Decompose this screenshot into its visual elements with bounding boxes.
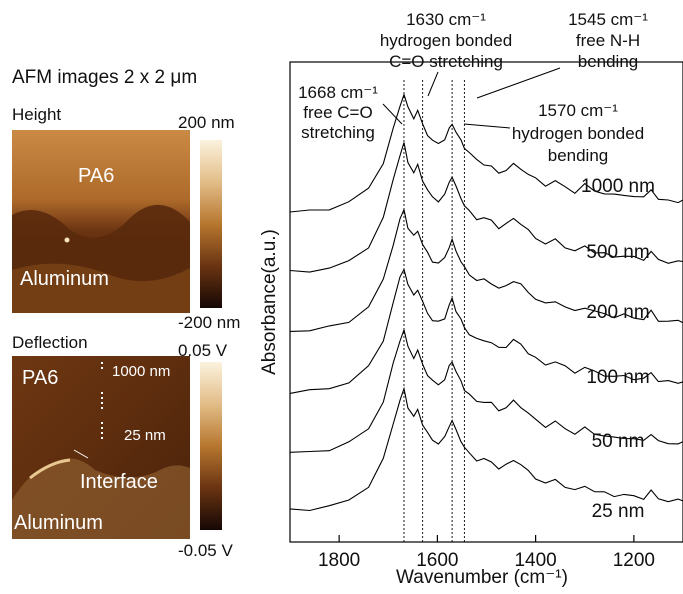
spectrum-line-3 — [289, 207, 683, 332]
deflection-marker-bottom: 25 nm — [124, 427, 166, 444]
spectra — [289, 92, 683, 512]
spectrum-line-6 — [289, 386, 683, 512]
svg-text:bending: bending — [548, 146, 609, 165]
height-top-region: PA6 — [78, 165, 114, 187]
series-label-6: 25 nm — [592, 501, 645, 522]
deflection-scale-max: 0.05 V — [178, 341, 228, 360]
annotation-1630: 1630 cm⁻¹ hydrogen bonded C=O stretching — [380, 10, 512, 97]
svg-text:hydrogen bonded: hydrogen bonded — [512, 124, 644, 143]
x-ticks: 1800 1600 1400 1200 — [318, 535, 655, 571]
svg-text:1630 cm⁻¹: 1630 cm⁻¹ — [406, 10, 486, 29]
spectrum-line-4 — [289, 268, 683, 394]
x-tick-label: 1400 — [514, 550, 556, 571]
spectrum-line-1 — [289, 92, 683, 213]
reference-lines — [403, 80, 465, 542]
spectrum-line-2 — [289, 142, 683, 273]
svg-text:1668 cm⁻¹: 1668 cm⁻¹ — [298, 83, 378, 102]
annotation-1668: 1668 cm⁻¹ free C=O stretching — [298, 83, 403, 142]
svg-text:free N-H: free N-H — [576, 31, 640, 50]
svg-text:1545 cm⁻¹: 1545 cm⁻¹ — [568, 10, 648, 29]
annotation-1570: 1570 cm⁻¹ hydrogen bonded bending — [463, 101, 644, 165]
deflection-interface-label: Interface — [80, 471, 158, 493]
deflection-scale-min: -0.05 V — [178, 541, 233, 560]
x-tick-label: 1600 — [416, 550, 458, 571]
deflection-marker-top: 1000 nm — [112, 363, 170, 380]
series-label-5: 50 nm — [592, 431, 645, 452]
annotation-1545: 1545 cm⁻¹ free N-H bending — [476, 10, 648, 99]
height-bottom-region: Aluminum — [20, 268, 109, 290]
series-label-2: 500 nm — [586, 242, 649, 263]
series-labels: 1000 nm 500 nm 200 nm 100 nm 50 nm 25 nm — [581, 176, 655, 522]
svg-text:stretching: stretching — [301, 123, 375, 142]
y-axis-label: Absorbance(a.u.) — [259, 229, 280, 375]
spectrum-line-5 — [289, 327, 683, 453]
x-axis-label: Wavenumber (cm⁻¹) — [396, 567, 568, 588]
svg-text:bending: bending — [578, 52, 639, 71]
deflection-label: Deflection — [12, 333, 88, 352]
svg-text:free C=O: free C=O — [303, 103, 372, 122]
series-label-4: 100 nm — [586, 367, 649, 388]
plot-frame — [289, 61, 683, 543]
height-scale-min: -200 nm — [178, 313, 240, 332]
svg-text:C=O stretching: C=O stretching — [389, 52, 503, 71]
x-tick-label: 1200 — [613, 550, 655, 571]
height-scale-max: 200 nm — [178, 113, 235, 132]
svg-text:1570 cm⁻¹: 1570 cm⁻¹ — [538, 101, 618, 120]
afm-title: AFM images 2 x 2 μm — [12, 67, 197, 88]
x-tick-label: 1800 — [318, 550, 360, 571]
height-colorbar — [200, 140, 222, 308]
height-image — [12, 130, 190, 313]
deflection-bottom-region: Aluminum — [14, 512, 103, 534]
deflection-top-region: PA6 — [22, 367, 58, 389]
series-label-3: 200 nm — [586, 302, 649, 323]
deflection-image — [12, 356, 190, 539]
series-label-1: 1000 nm — [581, 176, 655, 197]
svg-text:hydrogen bonded: hydrogen bonded — [380, 31, 512, 50]
deflection-colorbar — [200, 362, 222, 530]
height-label: Height — [12, 105, 61, 124]
